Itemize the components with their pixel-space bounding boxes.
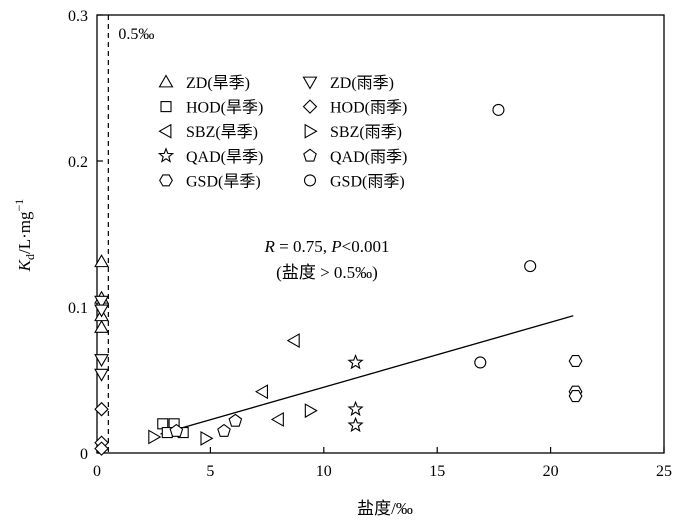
legend-label: HOD(旱季) — [186, 99, 263, 117]
data-point-triangle-right — [148, 429, 162, 445]
data-point-triangle-down — [94, 304, 109, 318]
x-axis-title: 盐度/‰ — [357, 499, 413, 518]
data-point-star — [347, 400, 364, 417]
legend-label: ZD(雨季) — [330, 74, 394, 92]
data-point-triangle-down — [94, 368, 109, 382]
annotation-r-equation: = 0.75, — [275, 237, 331, 256]
legend-label: QAD(旱季) — [186, 148, 263, 166]
data-point-star — [347, 353, 364, 370]
data-point-diamond — [94, 401, 109, 417]
threshold-label: 0.5‰ — [118, 26, 154, 43]
y-tick-label: 0.1 — [68, 300, 88, 317]
annotation-p-symbol: P — [330, 237, 341, 256]
data-point-triangle-left — [270, 411, 284, 427]
x-tick-label: 10 — [316, 463, 332, 480]
annotation-stats: R = 0.75, P<0.001 — [264, 237, 390, 256]
data-point-triangle-up — [94, 319, 109, 333]
legend-label: SBZ(雨季) — [330, 123, 402, 141]
legend-label: SBZ(旱季) — [186, 123, 258, 141]
x-tick-label: 5 — [206, 463, 214, 480]
legend-marker-triangle-left — [158, 123, 172, 139]
data-point-diamond — [94, 441, 109, 456]
y-tick-label: 0.3 — [68, 8, 88, 25]
data-point-hexagon — [568, 355, 583, 368]
data-point-triangle-left — [286, 333, 300, 349]
data-point-triangle-left — [254, 384, 268, 400]
y-axis-title-subscript: d — [23, 254, 37, 260]
data-point-circle — [474, 356, 487, 369]
legend: ZD(旱季) ZD(雨季) HOD(旱季) HOD(雨季) SBZ(旱季) SBZ(雨季)… — [157, 74, 407, 190]
plot-frame — [96, 14, 665, 454]
data-point-circle — [524, 260, 537, 273]
annotation-p-value: <0.001 — [342, 237, 390, 256]
axes: 0 5 10 15 20 25 0 0.1 0.2 0.3 — [68, 8, 672, 480]
data-point-triangle-up — [94, 254, 109, 268]
data-point-pentagon — [169, 423, 184, 437]
data-point-pentagon — [217, 423, 231, 437]
legend-marker-triangle-up — [158, 74, 174, 88]
annotation-condition: (盐度 > 0.5‰) — [276, 263, 378, 282]
y-axis-title-rest: /L·mg — [15, 211, 34, 254]
data-point-star — [347, 416, 364, 433]
y-axis-title-main: K — [15, 258, 34, 272]
annotation-r-symbol: R — [264, 237, 276, 256]
legend-marker-circle — [303, 174, 317, 187]
fit-line-group — [160, 315, 574, 435]
data-point-circle — [492, 103, 505, 116]
y-axis-title: Kd/L·mg−1 — [12, 199, 37, 273]
data-point-pentagon — [228, 413, 243, 427]
y-tick-label: 0 — [80, 446, 88, 463]
data-point-hexagon — [568, 390, 583, 403]
fit-line — [160, 315, 574, 435]
threshold-group: 0.5‰ — [107, 15, 154, 453]
legend-marker-triangle-down — [302, 76, 318, 90]
x-tick-label: 20 — [543, 463, 559, 480]
legend-marker-hexagon — [159, 174, 173, 187]
x-tick-label: 15 — [429, 463, 445, 480]
data-points — [94, 103, 583, 456]
legend-label: ZD(旱季) — [186, 74, 250, 92]
legend-label: QAD(雨季) — [330, 148, 407, 166]
x-tick-label: 25 — [656, 463, 672, 480]
legend-label: GSD(雨季) — [330, 172, 405, 190]
data-point-triangle-down — [94, 295, 109, 309]
data-point-triangle-down — [94, 354, 109, 368]
x-tick-label: 0 — [93, 463, 101, 480]
y-axis-title-superscript: −1 — [12, 199, 26, 212]
data-point-triangle-right — [200, 430, 214, 446]
legend-marker-square — [160, 101, 172, 113]
legend-marker-pentagon — [303, 148, 317, 162]
legend-marker-diamond — [302, 99, 318, 114]
legend-marker-star — [157, 147, 175, 163]
legend-label: GSD(旱季) — [186, 172, 261, 190]
data-point-triangle-right — [304, 403, 318, 419]
legend-label: HOD(雨季) — [330, 99, 407, 117]
legend-marker-triangle-right — [304, 123, 318, 139]
y-tick-label: 0.2 — [68, 154, 88, 171]
